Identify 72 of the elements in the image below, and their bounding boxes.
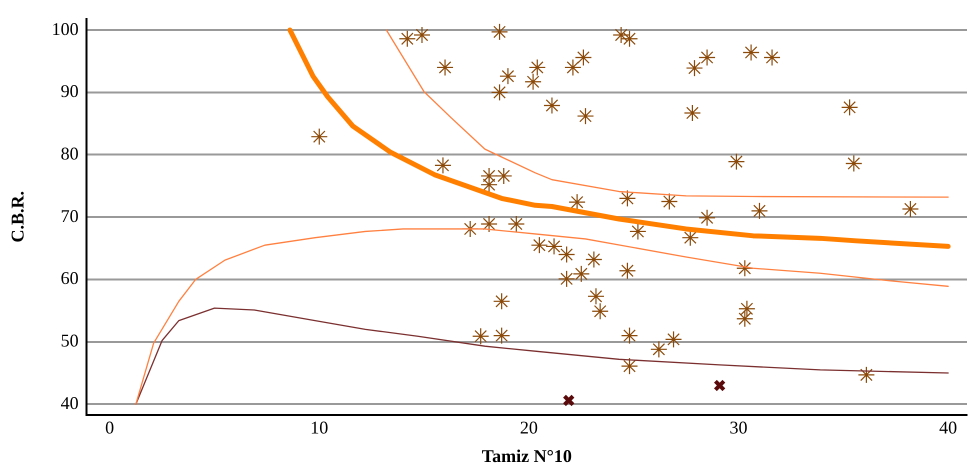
point [698,209,716,226]
point [436,58,454,76]
x-tick-label: 20 [520,417,538,438]
point [742,44,760,62]
point [572,265,590,282]
point [558,270,576,288]
point [530,236,548,254]
point [493,327,510,344]
point [480,176,498,194]
point [574,48,592,66]
point [841,98,858,116]
point [543,96,561,114]
point [902,200,920,218]
point [763,48,781,66]
point [576,107,594,125]
y-tick-label: 90 [60,81,79,102]
point [310,128,328,146]
point [558,246,576,264]
point [592,302,609,320]
point [686,59,704,77]
point [568,194,586,211]
point [480,167,498,185]
point [495,167,512,185]
x-tick-label: 0 [105,417,114,438]
x-tick-label: 30 [730,417,748,438]
point [736,310,754,328]
point [620,327,638,344]
point [524,73,542,90]
point [845,154,862,172]
point [660,192,678,210]
point [750,202,768,220]
point [618,262,636,280]
point [480,215,498,233]
point [618,190,636,208]
point [698,48,716,66]
point [629,222,646,240]
point [664,330,682,348]
point [562,394,575,407]
point [585,250,602,268]
point [736,260,754,277]
x-axis-title: Tamiz N°10 [482,446,572,466]
point [650,340,668,358]
point [528,58,546,76]
x-tick-label: 40 [939,417,958,438]
point [493,292,510,310]
y-tick-label: 100 [52,18,79,39]
point [398,30,416,48]
point [620,358,638,375]
point [413,26,431,44]
point [545,238,563,256]
y-tick-label: 40 [60,392,79,413]
y-axis-title: C.B.R. [7,191,28,243]
point [858,366,875,384]
point [508,215,525,233]
point [490,23,508,40]
y-tick-label: 60 [60,268,79,288]
point [612,26,630,44]
point [684,104,701,122]
point [587,288,605,305]
point [728,153,746,170]
point [490,84,508,101]
point [499,68,517,85]
point [472,328,490,345]
point [738,300,756,318]
x-tick-label: 10 [310,417,328,438]
point [564,58,582,76]
point [434,156,452,174]
y-tick-label: 50 [60,330,79,351]
point [713,379,726,392]
y-tick-label: 80 [60,143,79,164]
point [620,30,638,48]
y-tick-label: 70 [60,206,79,226]
